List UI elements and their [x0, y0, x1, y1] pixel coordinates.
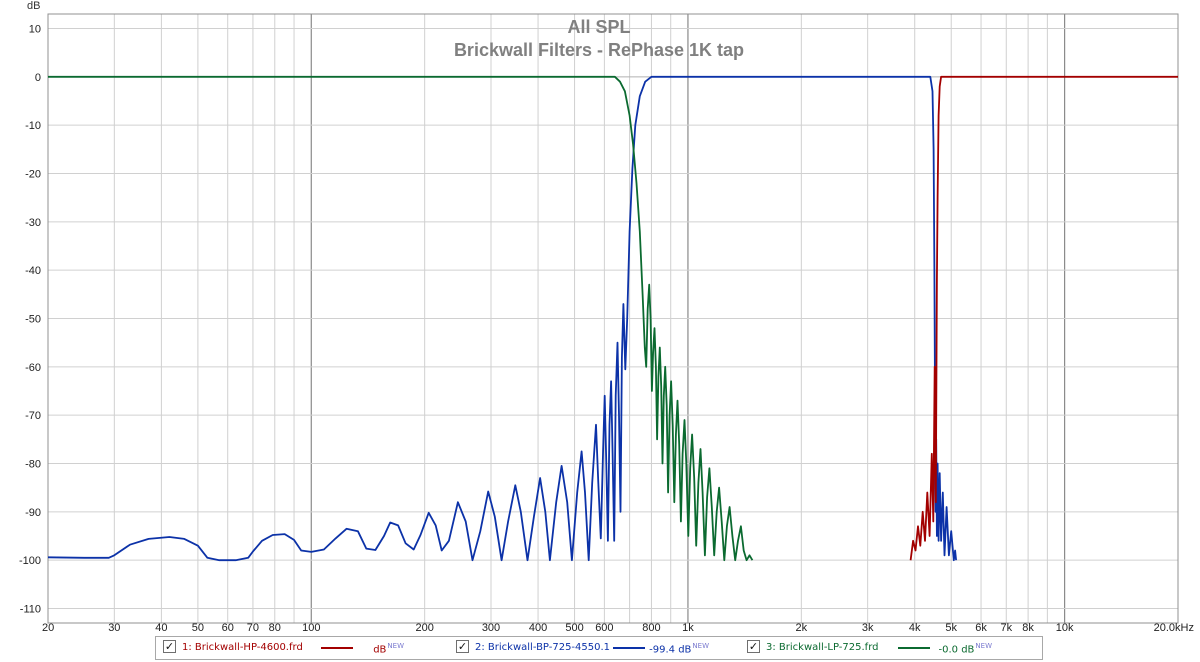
grid: [47, 14, 1179, 623]
y-tick-label: 0: [35, 72, 41, 84]
x-tick-label: 6k: [975, 622, 987, 634]
hp-swatch: [321, 647, 353, 649]
x-tick-label: 8k: [1022, 622, 1034, 634]
chart-title: All SPL: [567, 17, 630, 37]
bp-value: -99.4 dBNEW: [649, 642, 709, 656]
y-axis-label: dB: [27, 0, 40, 12]
x-tick-label: 100: [302, 622, 320, 634]
series-layer: [47, 75, 1178, 562]
y-tick-label: -100: [19, 555, 41, 567]
y-tick-label: -10: [25, 120, 41, 132]
x-tick-label: 2k: [796, 622, 808, 634]
x-tick-label: 40: [155, 622, 167, 634]
x-tick-label: 800: [642, 622, 660, 634]
y-tick-label: -40: [25, 265, 41, 277]
bp-checkbox[interactable]: ✓: [456, 640, 469, 653]
hp-value: dBNEW: [373, 642, 404, 656]
x-tick-label: 10k: [1056, 622, 1074, 634]
chart-subtitle: Brickwall Filters - RePhase 1K tap: [454, 40, 744, 60]
x-tick-label: 7k: [1000, 622, 1012, 634]
y-tick-label: -20: [25, 169, 41, 181]
x-tick-label: 600: [595, 622, 613, 634]
y-tick-label: -80: [25, 459, 41, 471]
y-tick-label: -60: [25, 362, 41, 374]
y-axis-ticks: 10 0 -10 -20 -30 -40 -50 -60 -70 -80 -90 -100 -110: [19, 24, 41, 616]
y-tick-label: -30: [25, 217, 41, 229]
lp-checkbox[interactable]: ✓: [747, 640, 760, 653]
x-tick-label: 300: [482, 622, 500, 634]
series-bp-line: [47, 75, 957, 562]
x-axis-ticks: 20 30 40 50 60 70 80 100 200 300 400 500 600 800 1k 2k 3…: [42, 622, 1194, 634]
x-tick-label: 30: [108, 622, 120, 634]
y-tick-label: -70: [25, 410, 41, 422]
hp-checkbox[interactable]: ✓: [163, 640, 176, 653]
y-tick-label: -110: [20, 604, 41, 616]
x-tick-label: 4k: [909, 622, 921, 634]
bp-swatch: [613, 647, 645, 649]
x-tick-label: 80: [269, 622, 281, 634]
x-tick-label: 500: [565, 622, 583, 634]
x-tick-label: 50: [192, 622, 204, 634]
lp-value: -0.0 dBNEW: [938, 642, 992, 656]
series-hp-line: [909, 75, 1178, 561]
plot-frame: [47, 13, 1179, 624]
x-tick-label: 20.0kHz: [1154, 622, 1194, 634]
hp-name: 1: Brickwall-HP-4600.frd: [182, 642, 303, 653]
x-tick-label: 60: [222, 622, 234, 634]
y-tick-label: -50: [25, 314, 41, 326]
x-tick-label: 400: [529, 622, 547, 634]
bp-name: 2: Brickwall-BP-725-4550.1: [475, 642, 611, 653]
series-lp-line: [48, 75, 754, 562]
x-tick-label: 70: [247, 622, 259, 634]
lp-name: 3: Brickwall-LP-725.frd: [766, 642, 879, 653]
x-tick-label: 5k: [945, 622, 957, 634]
legend: ✓ 1: Brickwall-HP-4600.frd dBNEW ✓ 2: Br…: [155, 636, 1043, 660]
x-tick-label: 20: [42, 622, 54, 634]
y-tick-label: -90: [25, 507, 41, 519]
x-tick-label: 3k: [862, 622, 874, 634]
lp-swatch: [898, 647, 930, 649]
x-tick-label: 200: [415, 622, 433, 634]
x-tick-label: 1k: [682, 622, 694, 634]
y-tick-label: 10: [29, 24, 41, 36]
